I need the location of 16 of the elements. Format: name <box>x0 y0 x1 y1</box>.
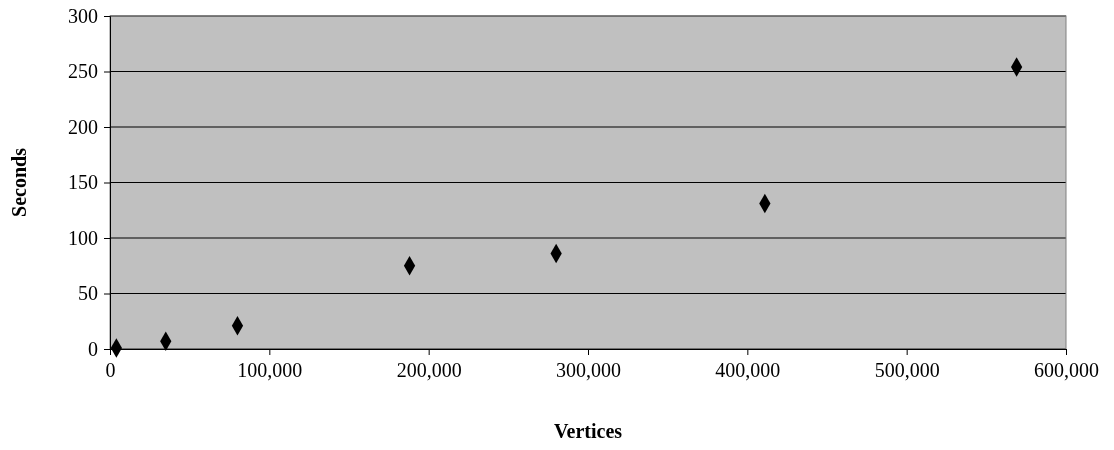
x-tick-label: 500,000 <box>874 359 940 382</box>
x-tick-label: 400,000 <box>715 359 781 382</box>
y-tick-label: 300 <box>68 4 98 27</box>
x-tick-label: 300,000 <box>556 359 621 382</box>
y-tick-label: 0 <box>88 337 98 360</box>
y-tick-label: 100 <box>68 226 98 249</box>
y-tick-label: 250 <box>68 60 98 83</box>
x-tick-label: 600,000 <box>1034 359 1099 382</box>
y-axis-title: Seconds <box>8 147 30 217</box>
y-tick-label: 200 <box>68 115 98 138</box>
x-tick-label: 200,000 <box>396 359 462 382</box>
x-axis-title: Vertices <box>553 420 623 442</box>
y-tick-label: 150 <box>68 171 98 194</box>
y-tick-label: 50 <box>78 282 98 305</box>
x-tick-label: 0 <box>105 359 116 382</box>
x-tick-label: 100,000 <box>237 359 303 382</box>
